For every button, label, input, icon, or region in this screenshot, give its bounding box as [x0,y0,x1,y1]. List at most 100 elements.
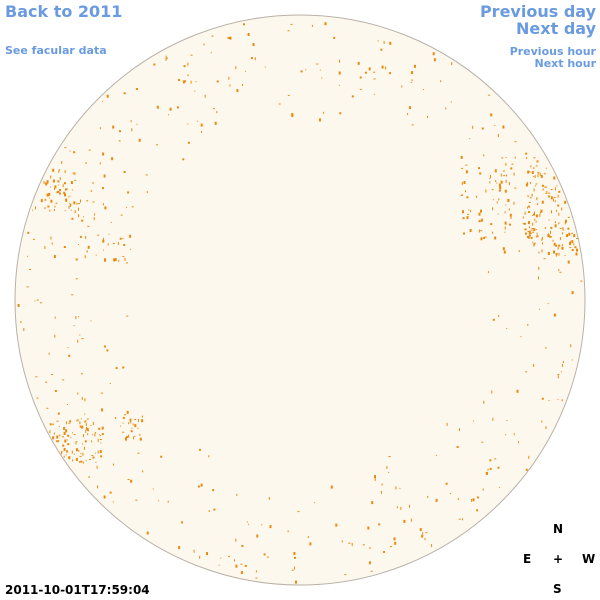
facula-point [335,523,338,527]
facular-data-link[interactable]: See facular data [5,44,107,57]
facula-point [466,196,469,199]
facula-point [216,111,218,114]
facula-point [545,426,547,430]
facula-point [547,235,550,237]
facula-point [82,443,83,445]
facula-point [32,238,35,240]
facula-point [562,232,563,235]
facula-point [102,239,105,243]
facula-point [210,52,212,54]
facula-point [29,269,32,270]
facula-point [103,237,104,240]
back-to-year-link[interactable]: Back to 2011 [5,2,123,21]
facula-point [480,237,483,241]
facula-point [528,201,531,203]
facula-point [534,218,536,221]
facula-point [422,532,424,535]
facula-point [498,198,500,201]
facula-point [86,418,89,420]
facula-point [529,197,532,199]
facula-point [530,229,533,231]
facula-point [122,431,125,433]
facula-point [494,236,497,240]
facula-point [357,61,360,65]
facula-point [46,407,49,409]
next-day-link[interactable]: Next day [516,19,596,38]
facula-point [557,194,559,198]
facula-point [54,316,56,319]
facula-point [47,205,50,208]
facula-point [489,459,492,462]
facula-point [531,228,534,229]
facula-point [543,258,546,260]
facula-point [369,547,371,549]
facula-point [178,546,181,550]
previous-day-link[interactable]: Previous day [479,2,596,21]
previous-hour-link[interactable]: Previous hour [509,45,596,58]
facula-point [559,237,561,241]
facula-point [70,181,73,184]
facula-point [197,120,199,122]
facula-point [133,436,135,440]
facula-point [550,189,553,190]
facula-point [252,43,255,46]
facula-point [95,432,97,434]
facula-point [45,381,48,383]
facula-point [504,189,507,193]
facula-point [407,113,409,116]
facula-point [67,434,70,437]
facula-point [79,461,81,463]
facula-point [557,204,560,207]
facula-point [71,294,74,296]
facula-point [540,209,543,213]
facula-point [570,344,572,348]
facula-point [187,62,189,66]
facula-point [496,182,498,184]
facula-point [235,66,237,70]
facula-point [139,437,142,441]
facula-point [81,396,83,400]
facula-point [539,213,541,217]
facula-point [129,248,131,250]
facula-point [62,184,64,188]
facula-point [55,202,58,204]
facula-point [81,338,84,340]
facula-point [558,190,561,193]
facula-point [528,211,531,213]
facula-point [87,433,89,436]
facula-point [333,36,336,39]
facula-point [425,532,428,534]
facula-point [492,199,494,201]
facula-point [48,192,51,196]
facula-point [385,66,387,70]
facula-point [500,173,502,177]
facula-point [499,487,501,489]
facula-point [134,435,136,437]
facula-point [266,556,269,558]
facula-point [421,534,424,538]
facula-point [182,80,185,84]
facula-point [498,183,501,187]
facula-point [359,76,362,79]
facula-point [527,206,528,209]
facula-point [63,455,65,458]
facula-point [123,171,126,173]
facula-point [103,174,106,178]
facula-point [66,404,68,405]
facula-point [27,255,29,257]
facula-point [542,188,544,191]
facula-point [576,248,578,252]
facula-point [60,451,62,455]
facula-point [527,230,530,232]
facula-point [348,542,351,544]
compass-south-label: S [553,582,562,596]
next-hour-link[interactable]: Next hour [534,57,597,70]
facula-point [525,371,528,373]
facula-point [137,427,139,429]
facula-point [86,250,88,253]
facula-point [32,209,33,211]
facula-point [377,40,379,42]
facula-point [187,123,189,125]
facula-point [92,434,93,436]
facula-point [341,540,343,543]
